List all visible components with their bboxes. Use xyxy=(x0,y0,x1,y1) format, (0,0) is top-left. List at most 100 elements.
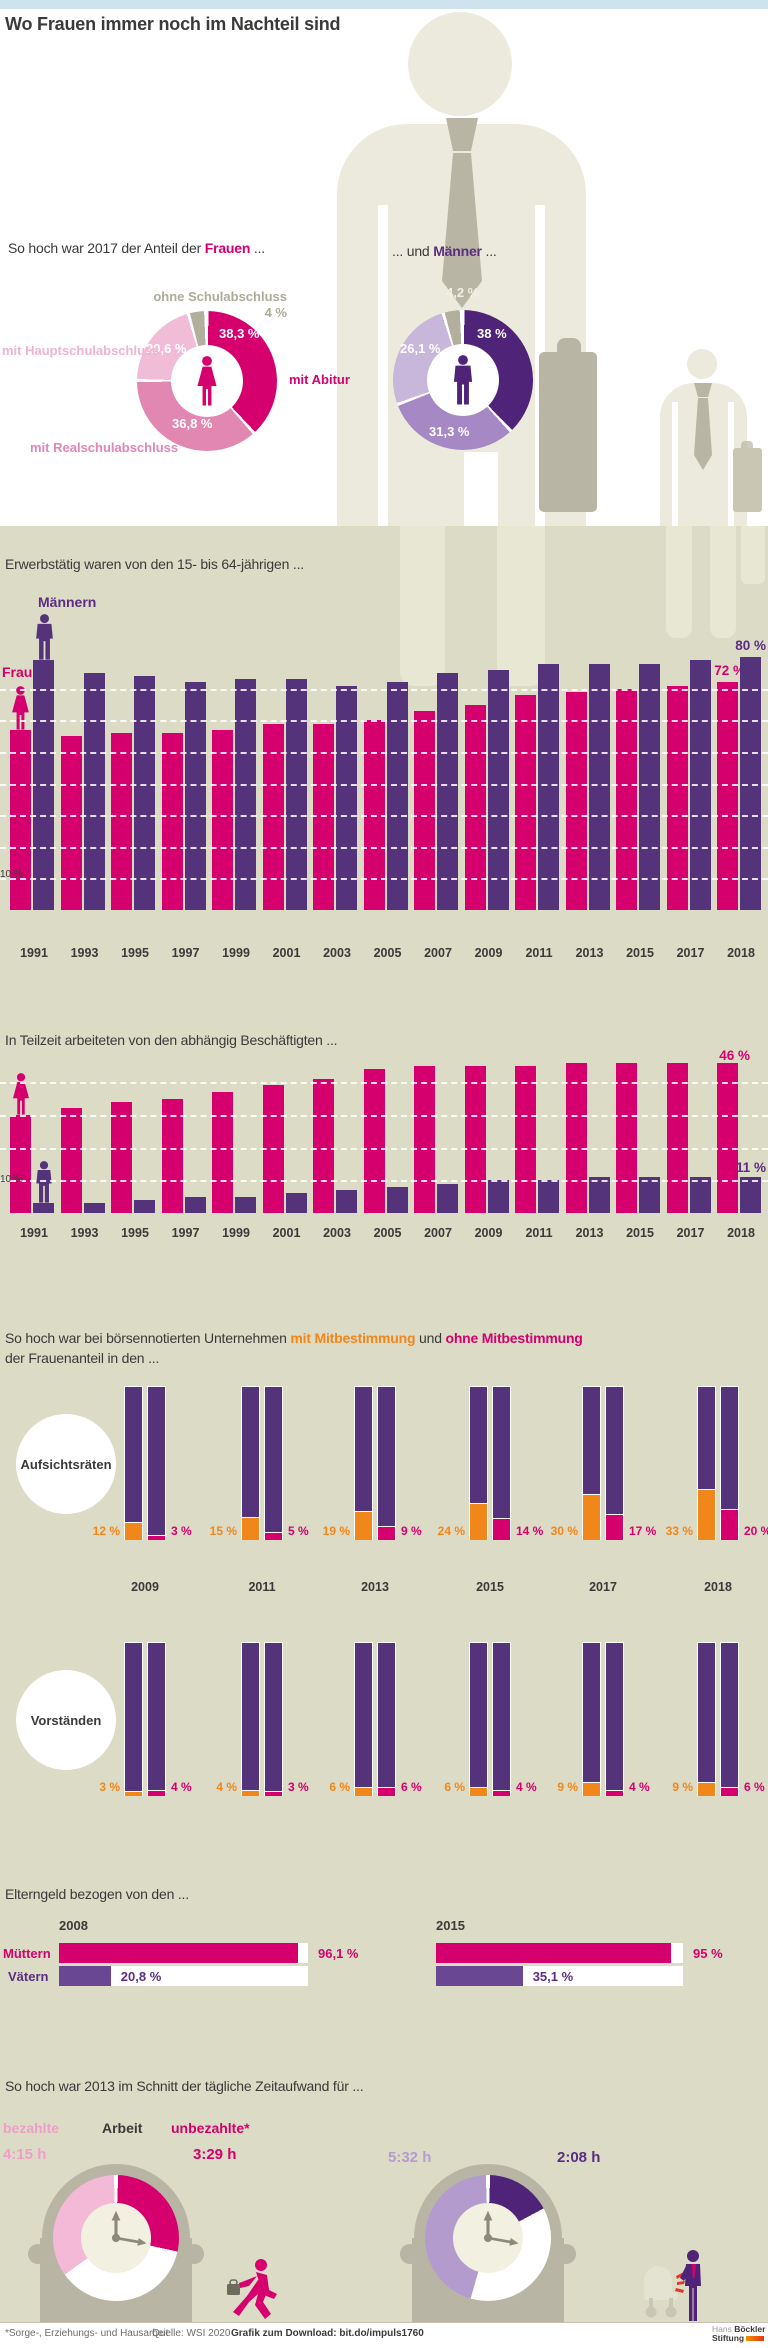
bar-frauen-2015 xyxy=(616,688,637,910)
bar-maenner-1991 xyxy=(33,1203,54,1213)
bar-maenner-2011 xyxy=(538,663,559,910)
legend-arbeit: Arbeit xyxy=(102,2120,143,2136)
end-label-women: 72 % xyxy=(714,663,745,678)
bar-frauen-1993 xyxy=(60,1108,82,1213)
slice-label: mit Abitur xyxy=(289,372,350,387)
woman-icon xyxy=(197,356,217,406)
board-column-2009 xyxy=(124,1386,143,1540)
board-column-2009 xyxy=(147,1642,166,1796)
tie-icon xyxy=(694,383,712,470)
clock-hands-icon xyxy=(111,2210,147,2246)
gridline-20 xyxy=(0,846,768,849)
logo-red-bar xyxy=(746,2336,765,2342)
boards-row-label-aufsichtsraete: Aufsichtsräten xyxy=(16,1414,116,1514)
bar-frauen-2011 xyxy=(515,695,536,910)
man-icon xyxy=(36,1161,52,1203)
download-link[interactable]: Grafik zum Download: bit.do/impuls1760 xyxy=(231,2328,424,2339)
bar-frauen-1991 xyxy=(10,1114,31,1213)
board-year-2017: 2017 xyxy=(589,1580,617,1594)
board-value-ohne-2015: 14 % xyxy=(516,1524,544,1538)
board-value-mit-2009: 3 % xyxy=(99,1780,120,1794)
parttime-chart-title: In Teilzeit arbeiteten von den abhängig … xyxy=(5,1032,338,1048)
slice-value: 4 % xyxy=(264,305,287,320)
year-label: 2001 xyxy=(272,1226,301,1240)
end-label-men: 11 % xyxy=(735,1160,766,1175)
board-fill-ohne-2015 xyxy=(492,1789,511,1796)
board-year-2015: 2015 xyxy=(476,1580,504,1594)
hans-boeckler-logo: Hans Böckler Stiftung xyxy=(712,2324,766,2343)
gridline-50 xyxy=(0,752,768,754)
board-column-2011 xyxy=(264,1642,283,1796)
board-value-ohne-2017: 17 % xyxy=(629,1524,657,1538)
bar-maenner-1997 xyxy=(184,1196,206,1213)
board-column-2011 xyxy=(241,1642,260,1796)
bar-frauen-1997 xyxy=(161,733,183,910)
board-fill-ohne-2017 xyxy=(605,1789,624,1796)
bar-frauen-2013 xyxy=(565,1062,587,1213)
board-value-ohne-2013: 9 % xyxy=(401,1524,422,1538)
bar-maenner-2013 xyxy=(588,663,610,910)
man-icon xyxy=(453,355,473,405)
header-part: Männer xyxy=(433,243,482,259)
board-value-ohne-2018: 6 % xyxy=(744,1780,765,1794)
board-value-ohne-2018: 20 % xyxy=(744,1524,768,1538)
slice-value: 38,3 % xyxy=(219,326,260,341)
board-fill-mit-2015 xyxy=(469,1503,488,1540)
year-label: 2009 xyxy=(474,946,503,960)
year-label: 2009 xyxy=(474,1226,503,1240)
year-label: 2005 xyxy=(373,946,402,960)
bar-frauen-2003 xyxy=(313,1078,334,1213)
board-value-ohne-2015: 4 % xyxy=(516,1780,537,1794)
bar-maenner-1995 xyxy=(134,676,155,910)
board-column-2011 xyxy=(264,1386,283,1540)
bar-maenner-2015 xyxy=(639,1177,660,1213)
gridline-70 xyxy=(0,688,768,691)
board-year-2009: 2009 xyxy=(131,1580,159,1594)
year-label: 2013 xyxy=(575,1226,604,1240)
board-value-mit-2018: 9 % xyxy=(672,1780,693,1794)
year-label: 2017 xyxy=(676,1226,705,1240)
board-fill-mit-2017 xyxy=(582,1493,601,1540)
board-fill-ohne-2013 xyxy=(377,1786,396,1796)
women-unpaid-time: 3:29 h xyxy=(193,2146,237,2163)
slice-value: 36,8 % xyxy=(172,416,213,431)
bar-maenner-2018 xyxy=(740,657,761,910)
header-part: ... xyxy=(481,243,497,259)
year-label: 2011 xyxy=(525,1226,553,1240)
year-label: 1991 xyxy=(20,1226,48,1240)
vaeter-track xyxy=(59,1966,308,1986)
bar-maenner-2001 xyxy=(285,679,307,910)
board-column-2013 xyxy=(377,1642,396,1796)
bar-frauen-1999 xyxy=(212,729,233,910)
source: Quelle: WSI 2020 xyxy=(152,2328,231,2339)
year-label: 2015 xyxy=(626,1226,654,1240)
year-label: 1999 xyxy=(222,946,250,960)
slice-value: 4,2 % xyxy=(446,285,480,300)
vaeter-bar xyxy=(59,1966,111,1986)
gridline-20 xyxy=(0,1147,768,1150)
year-label: 2007 xyxy=(424,1226,452,1240)
boards-header-line2: der Frauenanteil in den ... xyxy=(5,1350,160,1366)
board-fill-ohne-2018 xyxy=(720,1786,739,1796)
year-label: 2015 xyxy=(626,946,654,960)
year-label: 2011 xyxy=(525,946,553,960)
bar-maenner-2005 xyxy=(386,1186,408,1213)
year-label: 2003 xyxy=(323,946,351,960)
board-fill-mit-2009 xyxy=(124,1791,143,1796)
header-part: mit Mitbestimmung xyxy=(290,1330,416,1346)
bar-frauen-1997 xyxy=(161,1098,183,1213)
board-column-2009 xyxy=(124,1642,143,1796)
header-part: ... xyxy=(250,240,265,256)
board-fill-ohne-2009 xyxy=(147,1789,166,1796)
education-women-header: So hoch war 2017 der Anteil der Frauen .… xyxy=(8,240,265,256)
board-value-ohne-2011: 5 % xyxy=(288,1524,309,1538)
board-column-2015 xyxy=(492,1386,511,1540)
slice-value: 20,6 % xyxy=(146,341,187,356)
y-axis-tick: 10 % xyxy=(0,869,23,880)
education-men-header: ... und Männer ... xyxy=(392,243,497,259)
board-fill-mit-2018 xyxy=(697,1489,716,1540)
top-accent-bar xyxy=(0,0,768,9)
men-time-donut xyxy=(425,2175,551,2301)
footer xyxy=(0,2322,768,2348)
board-fill-mit-2015 xyxy=(469,1786,488,1796)
